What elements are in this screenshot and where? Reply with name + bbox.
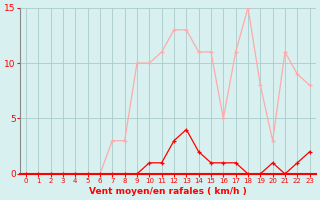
X-axis label: Vent moyen/en rafales ( km/h ): Vent moyen/en rafales ( km/h ) — [89, 187, 247, 196]
